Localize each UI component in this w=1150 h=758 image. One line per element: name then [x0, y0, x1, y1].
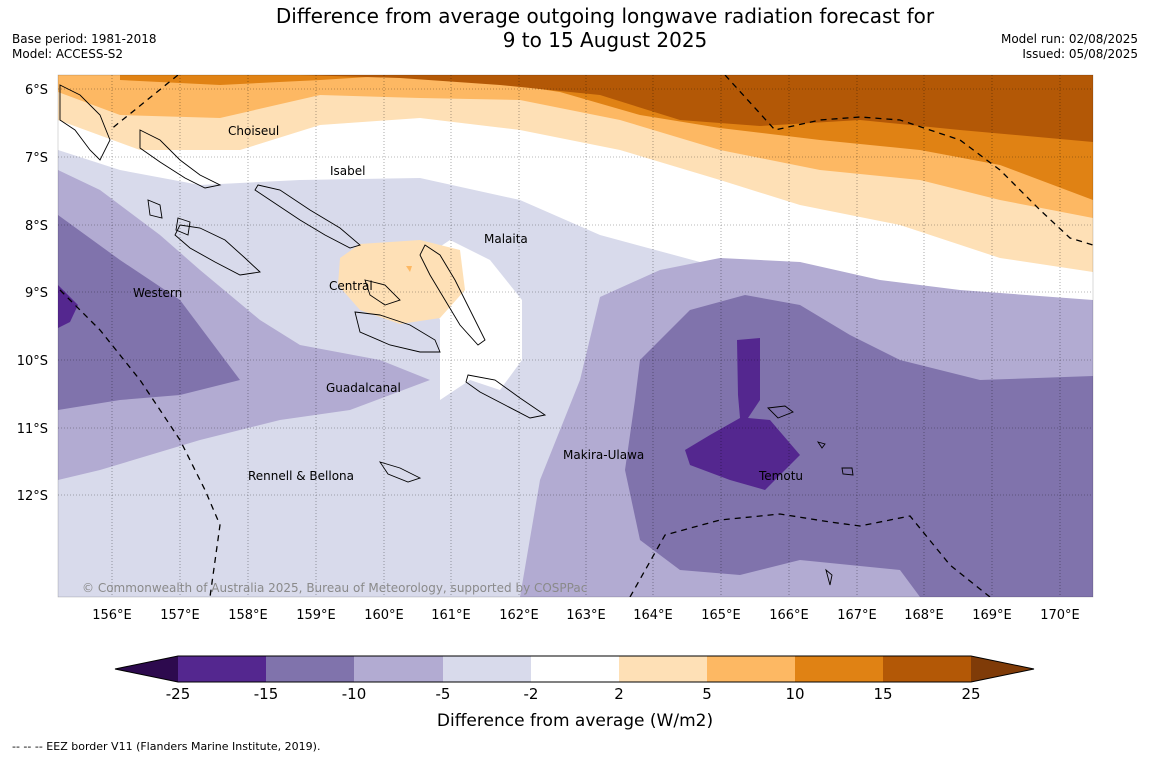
colorbar: -25 -15 -10 -5 -2 2 5 10 15 25 Differenc…	[114, 655, 1035, 731]
colorbar-tick: -25	[166, 685, 191, 703]
santa-cruz-ndeni	[767, 405, 794, 419]
coastlines	[59, 84, 854, 586]
colorbar-tick: -15	[254, 685, 279, 703]
band-minus25-minus15-east	[685, 338, 800, 490]
lat-tick: 11°S	[17, 422, 48, 437]
lon-tick: 166°E	[769, 608, 809, 623]
colorbar-tick: 25	[961, 685, 980, 703]
colorbar-tick: 15	[873, 685, 892, 703]
issued-date: Issued: 05/08/2025	[1022, 47, 1138, 61]
label-western: Western	[133, 286, 182, 300]
lon-tick: 168°E	[904, 608, 944, 623]
colorbar-segment	[883, 656, 971, 682]
label-malaita: Malaita	[484, 232, 528, 246]
anomaly-field	[58, 75, 1093, 597]
band-15-25	[300, 75, 1093, 142]
ranongga	[175, 217, 191, 236]
lon-tick: 159°E	[296, 608, 336, 623]
lon-tick: 162°E	[499, 608, 539, 623]
lat-tick: 7°S	[25, 151, 48, 166]
place-labels: Choiseul Isabel Malaita Western Central …	[133, 124, 803, 483]
colorbar-segment	[443, 656, 531, 682]
colorbar-segment	[178, 656, 266, 682]
model-name: Model: ACCESS-S2	[12, 47, 124, 61]
colorbar-tick: 10	[785, 685, 804, 703]
lon-tick: 170°E	[1040, 608, 1080, 623]
choiseul-island	[139, 129, 222, 189]
lat-tick: 12°S	[17, 489, 48, 504]
lon-axis: 156°E 157°E 158°E 159°E 160°E 161°E 162°…	[92, 608, 1080, 623]
colorbar-extend-high	[971, 656, 1034, 682]
malaita-island	[419, 244, 486, 346]
lon-tick: 169°E	[972, 608, 1012, 623]
model-run: Model run: 02/08/2025	[1000, 32, 1138, 46]
rennell-island	[378, 461, 422, 483]
eez-footnote: -- -- -- EEZ border V11 (Flanders Marine…	[12, 740, 321, 753]
colorbar-tick: 5	[702, 685, 712, 703]
eez-border	[59, 75, 1093, 597]
lon-tick: 163°E	[566, 608, 606, 623]
lat-tick: 10°S	[17, 354, 48, 369]
lon-tick: 165°E	[701, 608, 741, 623]
lon-tick: 158°E	[228, 608, 268, 623]
colorbar-segment	[531, 656, 619, 682]
label-makira-ulawa: Makira-Ulawa	[563, 448, 644, 462]
colorbar-segment	[266, 656, 354, 682]
map-title: Difference from average outgoing longwav…	[200, 4, 1010, 52]
label-choiseul: Choiseul	[228, 124, 279, 138]
colorbar-segment	[795, 656, 883, 682]
torres-islands	[825, 568, 833, 586]
band-minus10-minus5-west	[58, 170, 430, 480]
label-rennell-bellona: Rennell & Bellona	[248, 469, 354, 483]
model-run-info: Model run: 02/08/2025 Issued: 05/08/2025	[1001, 32, 1138, 62]
lon-tick: 167°E	[837, 608, 877, 623]
colorbar-tick: -10	[342, 685, 367, 703]
colorbar-extend-low	[115, 656, 178, 682]
lat-axis: 6°S 7°S 8°S 9°S 10°S 11°S 12°S	[17, 83, 48, 504]
label-temotu: Temotu	[758, 469, 803, 483]
lon-tick: 156°E	[92, 608, 132, 623]
gridlines	[58, 75, 1093, 597]
lat-tick: 8°S	[25, 219, 48, 234]
bougainville-coast	[59, 84, 111, 161]
utupua	[841, 467, 854, 476]
lon-tick: 161°E	[431, 608, 471, 623]
central-positive-blob	[338, 240, 465, 324]
label-central: Central	[329, 279, 373, 293]
vanikoro	[816, 441, 826, 449]
new-georgia-islands	[174, 224, 261, 276]
colorbar-label: Difference from average (W/m2)	[437, 711, 713, 731]
colorbar-tick: -5	[436, 685, 451, 703]
florida-islands	[364, 279, 401, 306]
isabel-island	[254, 184, 361, 249]
base-period: Base period: 1981-2018	[12, 32, 157, 46]
colorbar-tick: 2	[614, 685, 624, 703]
band-minus15-minus10-west	[58, 215, 240, 410]
lon-tick: 160°E	[364, 608, 404, 623]
colorbar-segment	[354, 656, 443, 682]
copyright-credit: © Commonwealth of Australia 2025, Bureau…	[82, 581, 587, 595]
title-line-2: 9 to 15 August 2025	[502, 28, 708, 52]
vella-lavella	[147, 199, 163, 219]
colorbar-tick: -2	[524, 685, 539, 703]
lon-tick: 164°E	[633, 608, 673, 623]
label-guadalcanal: Guadalcanal	[326, 381, 401, 395]
lon-tick: 157°E	[160, 608, 200, 623]
label-isabel: Isabel	[330, 164, 365, 178]
lat-tick: 9°S	[25, 286, 48, 301]
title-line-1: Difference from average outgoing longwav…	[275, 4, 935, 28]
makira-island	[465, 374, 547, 419]
base-period-info: Base period: 1981-2018 Model: ACCESS-S2	[12, 32, 157, 62]
colorbar-segment	[707, 656, 795, 682]
colorbar-segment	[619, 656, 707, 682]
guadalcanal-island	[354, 311, 441, 353]
lat-tick: 6°S	[25, 83, 48, 98]
